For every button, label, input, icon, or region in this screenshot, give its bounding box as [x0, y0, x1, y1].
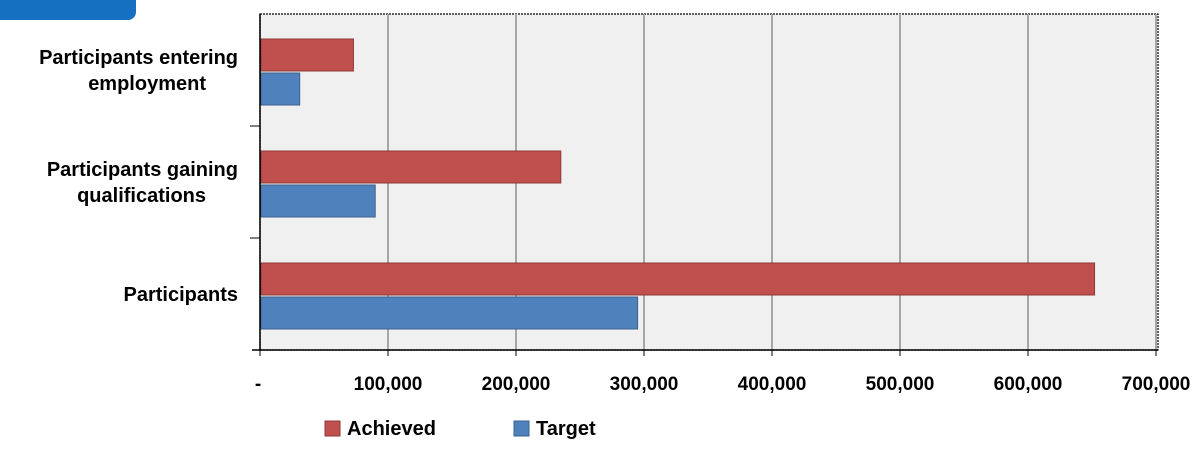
x-tick-label: 700,000	[1122, 374, 1191, 395]
bar-achieved	[260, 150, 562, 184]
x-tick-label: 300,000	[610, 374, 679, 395]
bars	[260, 38, 1096, 330]
category-label: Participants entering	[39, 47, 238, 69]
x-tick-label: 600,000	[994, 374, 1063, 395]
bar-achieved	[260, 262, 1096, 296]
category-label: Participants gaining	[47, 159, 238, 181]
x-tick-label: 500,000	[866, 374, 935, 395]
x-tick-labels: - 100,000 200,000 300,000 400,000 500,000 600,…	[255, 374, 1191, 395]
x-tick-label: 200,000	[482, 374, 551, 395]
x-tick-label: -	[255, 374, 261, 395]
legend-label-target: Target	[536, 418, 596, 440]
category-labels: Participants entering employment Participa…	[39, 47, 238, 306]
bar-achieved	[260, 38, 354, 72]
category-label: qualifications	[77, 185, 206, 207]
tab-badge	[0, 0, 136, 20]
bar-target	[260, 296, 639, 330]
legend: Achieved Target	[324, 418, 596, 440]
legend-swatch-target	[513, 420, 530, 437]
bar-target	[260, 184, 376, 218]
bar-target	[260, 72, 301, 106]
category-label: Participants	[124, 284, 238, 306]
x-tick-label: 100,000	[354, 374, 423, 395]
x-tick-label: 400,000	[738, 374, 807, 395]
legend-label-achieved: Achieved	[347, 418, 436, 440]
category-label: employment	[88, 73, 206, 95]
legend-swatch-achieved	[324, 420, 341, 437]
axes	[250, 14, 1158, 356]
